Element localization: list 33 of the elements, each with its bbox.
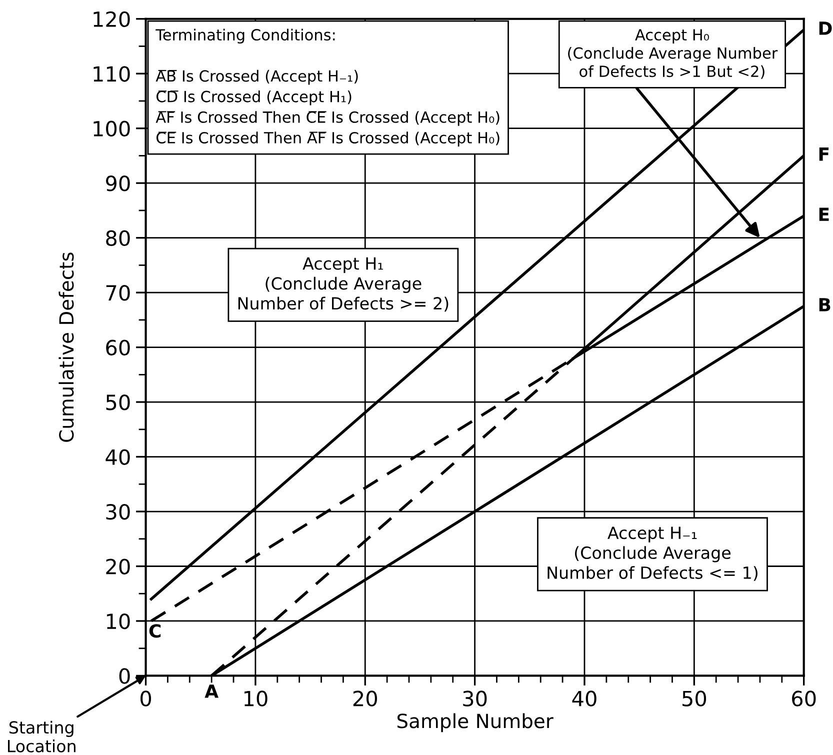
y-tick-label: 20 [106,558,130,574]
y-tick-label: 50 [106,394,130,410]
x-tick-label: 10 [244,690,268,706]
y-tick-label: 10 [106,613,130,630]
annotation: B [819,298,830,312]
x-tick-label: 60 [792,690,816,706]
x-tick-label: 30 [463,690,487,706]
y-tick-label: 30 [106,504,130,520]
x-tick-label: 20 [353,690,378,706]
y-tick-label: 0 [119,668,130,684]
y-tick-label: 70 [106,285,130,301]
y-axis-title: Cumulative Defects [58,252,74,442]
y-tick-label: 60 [106,340,130,356]
annotation: A [204,684,218,698]
y-tick-label: 40 [106,449,130,465]
x-tick-label: 0 [140,690,152,706]
x-tick-label: 50 [682,690,706,706]
y-tick-label: 90 [106,176,130,192]
annotation: Accept H₋₁ (Conclude Average Number of Defects <= 1) [548,526,758,581]
x-tick-label: 40 [572,690,596,706]
text: Starting Location [8,720,76,752]
y-tick-label: 80 [106,230,130,246]
text: Terminating Conditions: A̅B̅ Is Crossed (Accept H₋₁) C̅D̅ Is Crossed (Accept H₁) A̅F̅ Is Crossed Then C̅E̅ Is Crossed (Accept H₀) C̅E̅ Is Crossed Then A̅F̅ Is Crossed (Accept H₀) [156,28,500,146]
annotation: F [819,148,829,161]
y-tick-label: 100 [94,120,130,137]
x-axis-title: Sample Number [397,713,554,732]
annotation: E [819,208,829,221]
annotation: C [149,624,161,638]
annotation: D [819,22,832,35]
annotation: Accept H₀ (Conclude Average Number of Defects Is >1 But <2) [568,29,778,79]
annotation: Accept H₁ (Conclude Average Number of Defects >= 2) [238,257,448,312]
y-tick-label: 110 [94,66,130,82]
y-tick-label: 120 [94,11,130,28]
